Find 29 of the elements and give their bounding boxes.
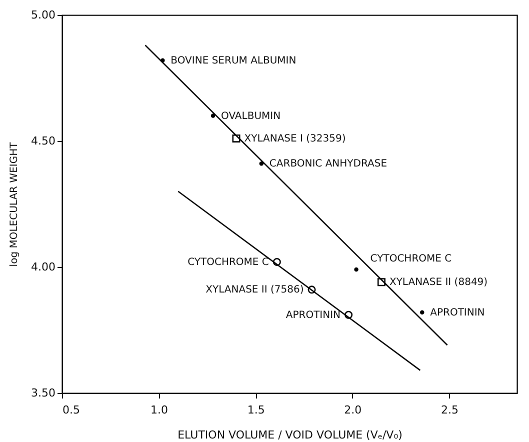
point (210, 114, 216, 118)
x-tick-label: 2.5 (440, 404, 458, 416)
point (308, 286, 316, 294)
y-tick-label: 3.50 (31, 386, 56, 400)
point (232, 134, 240, 142)
y-tick-label: 4.00 (31, 260, 56, 274)
x-axis-title: ELUTION VOLUME / VOID VOLUME (Vₑ/V₀) (178, 428, 402, 442)
annotation: OVALBUMIN (221, 110, 281, 122)
x-tick-label: 0.5 (62, 404, 80, 416)
x-tick-label: 1.5 (247, 404, 265, 416)
annotation: APROTININ (430, 307, 485, 318)
annotation: CARBONIC ANHYDRASE (269, 158, 388, 170)
y-tick-label: 5.00 (31, 8, 56, 22)
x-tick-label: 1.0 (150, 404, 168, 416)
point (272, 258, 281, 266)
annotation: XYLANASE I (32359) (244, 133, 346, 144)
point (344, 310, 353, 319)
y-axis-title: log MOLECULAR WEIGHT (9, 141, 20, 267)
annotation: XYLANASE II (7586) (206, 284, 304, 296)
x-tick-label: 2.0 (344, 404, 362, 416)
annotation: CYTOCHROME C (188, 256, 269, 268)
point (354, 267, 358, 272)
point (420, 310, 424, 314)
point (377, 278, 386, 286)
annotation: XYLANASE II (8849) (389, 277, 488, 288)
y-tick-label: 4.50 (31, 134, 56, 148)
annotation: CYTOCHROME C (370, 254, 452, 265)
annotation: BOVINE SERUM ALBUMIN (170, 55, 296, 66)
annotation: APROTININ (286, 310, 341, 321)
